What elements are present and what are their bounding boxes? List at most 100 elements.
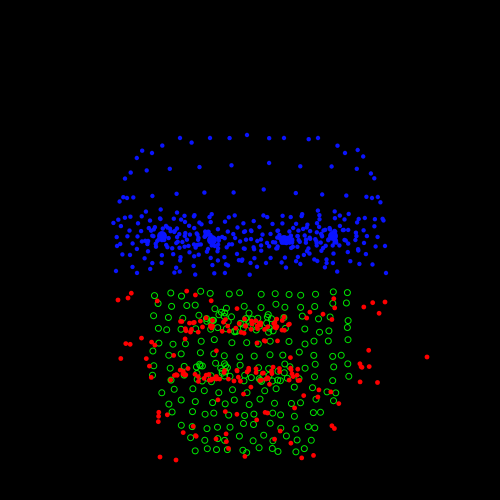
eye-point [287,241,291,245]
eye-contour-point [270,222,274,226]
eye-contour-point [333,216,337,220]
eye-contour-point [215,249,219,253]
lower-face-point [116,298,121,303]
eye-point [150,234,154,238]
eye-contour-point [298,262,302,266]
upper-face-point [262,187,266,191]
eye-point [216,242,220,246]
lower-face-point [277,369,282,374]
eye-contour-point [176,240,180,244]
upper-face-point [267,161,271,165]
lower-face-point [153,343,158,348]
eye-contour-point [145,242,149,246]
eye-contour-point [119,224,123,228]
eye-contour-point [299,214,303,218]
eye-contour-point [264,261,268,265]
upper-face-point [120,252,124,256]
eye-contour-point [354,231,358,235]
eye-point [197,242,201,246]
lower-face-point [181,372,186,377]
upper-face-point [150,261,154,265]
lower-face-point [174,458,179,463]
lower-face-point [139,336,144,341]
lower-face-point [267,382,272,387]
lower-face-point [242,331,247,336]
eye-point [334,238,338,242]
upper-face-point [289,215,293,219]
lower-face-point [249,319,254,324]
lower-face-point [194,434,199,439]
eye-contour-point [128,215,132,219]
upper-face-point [324,257,328,261]
eye-contour-point [197,220,201,224]
upper-face-point [129,170,133,174]
eye-contour-point [315,221,319,225]
lower-face-point [249,385,254,390]
lower-face-point [262,338,267,343]
lower-face-point [254,418,259,423]
eye-contour-point [230,242,234,246]
upper-face-point [145,168,149,172]
eye-contour-point [159,261,163,265]
upper-face-point [223,271,227,275]
lower-face-point [265,375,270,380]
eye-contour-point [147,226,151,230]
lower-face-point [336,401,341,406]
lower-face-point [204,316,209,321]
eye-contour-point [210,212,214,216]
upper-face-point [384,271,388,275]
lower-face-point [149,375,154,380]
lower-face-point [330,423,335,428]
eye-point [331,243,335,247]
lower-face-point [193,372,198,377]
lower-face-point [295,367,300,372]
eye-contour-point [233,236,237,240]
lower-face-point [217,377,222,382]
lower-face-point [198,319,203,324]
eye-contour-point [291,226,295,230]
eye-point [323,228,327,232]
lower-face-point [317,388,322,393]
eye-contour-point [276,228,280,232]
lower-face-point [308,310,313,315]
lower-face-point [118,356,123,361]
eye-contour-point [144,209,148,213]
eye-contour-point [185,238,189,242]
eye-contour-point [175,226,179,230]
upper-face-point [114,269,118,273]
lower-face-point [370,300,375,305]
lower-face-point [191,424,196,429]
eye-contour-point [308,229,312,233]
upper-face-point [298,164,302,168]
eye-contour-point [175,210,179,214]
lower-face-point [296,378,301,383]
lower-face-point [331,296,336,301]
upper-face-point [182,214,186,218]
upper-face-point [383,244,387,248]
eye-contour-point [305,223,309,227]
eye-contour-point [160,253,164,257]
lower-face-point [189,327,194,332]
eye-contour-point [235,252,239,256]
upper-face-point [356,248,360,252]
lower-face-point [301,393,306,398]
eye-contour-point [180,240,184,244]
eye-contour-point [268,256,272,260]
eye-contour-point [192,226,196,230]
lower-face-point [233,326,238,331]
lower-face-point [375,380,380,385]
eye-contour-point [203,229,207,233]
lower-face-point [225,324,230,329]
upper-face-point [208,136,212,140]
upper-face-point [174,266,178,270]
upper-face-point [111,221,115,225]
eye-contour-point [295,245,299,249]
eye-contour-point [187,224,191,228]
lower-face-point [209,378,214,383]
eye-point [320,234,324,238]
upper-face-point [305,249,309,253]
upper-face-point [202,190,206,194]
eye-contour-point [227,215,231,219]
lower-face-point [232,379,237,384]
